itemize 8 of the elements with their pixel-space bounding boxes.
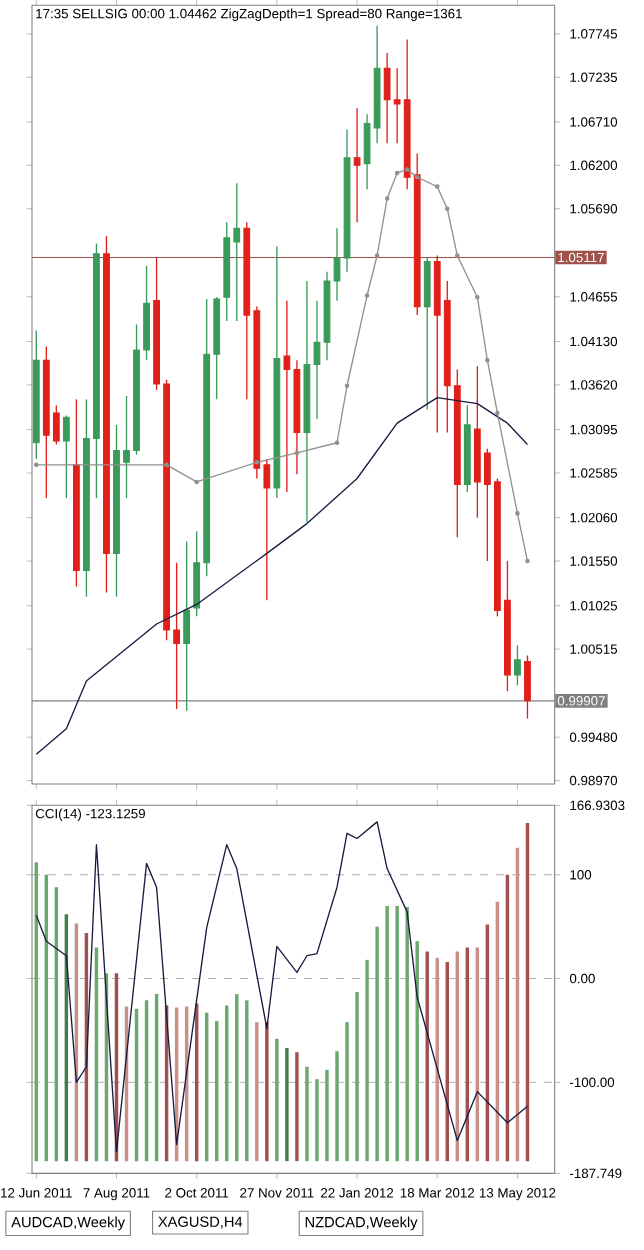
line-series: [35, 396, 529, 755]
candlestick: [423, 257, 431, 411]
line-series: [35, 821, 529, 1153]
candlestick: [524, 654, 531, 720]
candlestick: [514, 644, 521, 686]
candlestick: [353, 107, 361, 224]
candlestick: [183, 540, 191, 712]
candlestick: [62, 414, 70, 499]
